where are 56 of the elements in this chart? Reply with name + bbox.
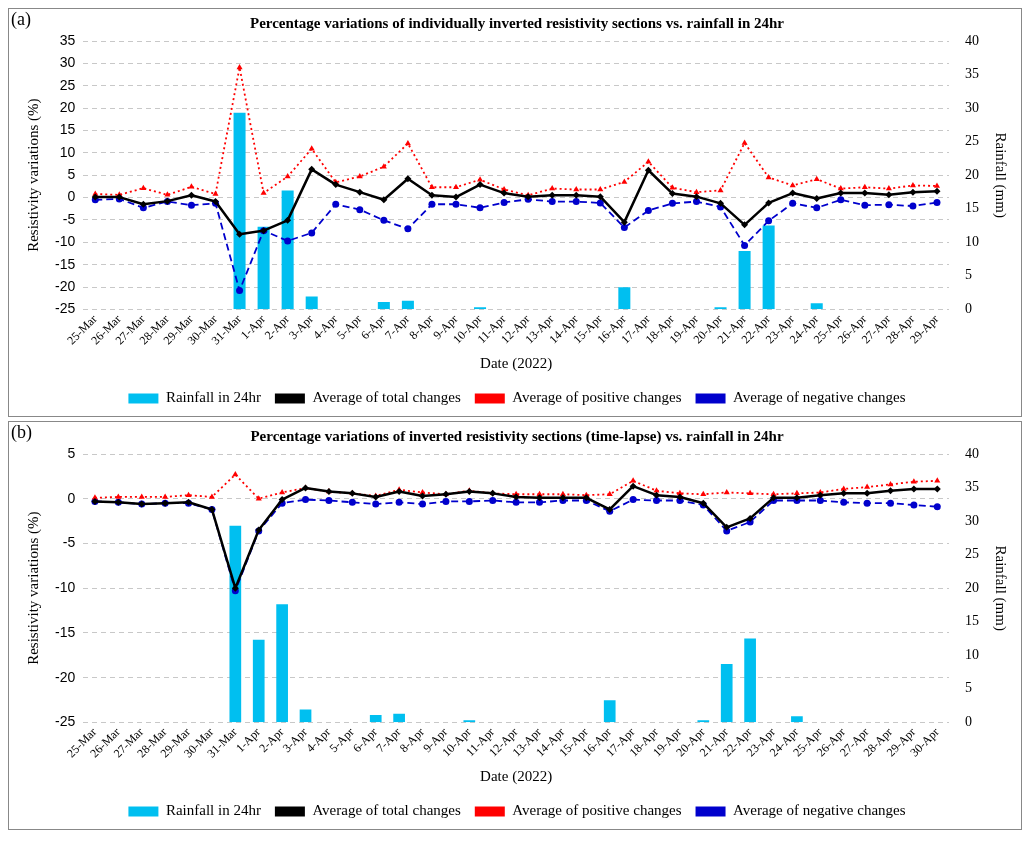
y-tick-label: -5 [62, 210, 76, 227]
legend-label: Rainfall in 24hr [165, 802, 261, 819]
legend-label: Rainfall in 24hr [165, 389, 261, 406]
chart-title: Percentage variations of inverted resistivity sections (time-lapse) vs. rainfall in 24hr [250, 427, 784, 445]
y2-tick-label: 15 [965, 613, 979, 629]
chart-title: Percentage variations of individually inverted resistivity sections vs. rainfall in 24hr [249, 14, 785, 31]
text: (a) [11, 8, 31, 30]
y2-tick-label: 25 [965, 546, 979, 562]
legend-label: Average of negative changes [733, 802, 906, 819]
y-tick-label: -15 [55, 623, 76, 640]
y2-tick-label: 30 [965, 512, 979, 528]
y-tick-label: -10 [55, 579, 76, 596]
y2-tick-label: 10 [965, 646, 979, 662]
y-tick-label: 15 [59, 121, 76, 138]
y-tick-label: 30 [59, 54, 76, 71]
y-tick-label: -15 [55, 255, 76, 272]
y-tick-label: -10 [55, 233, 76, 250]
y-tick-label: 35 [59, 31, 76, 48]
text: (b) [11, 421, 32, 443]
y-tick-label: 0 [67, 188, 76, 205]
x-axis-title: Date (2022) [480, 354, 553, 372]
legend-label: Average of total changes [312, 802, 461, 819]
y-tick-label: 25 [59, 76, 76, 93]
y-axis-title: Resistivity variations (%) [24, 98, 42, 252]
y2-axis-title: Rainfall (mm) [992, 132, 1010, 218]
y2-tick-label: 20 [965, 166, 979, 182]
legend-label: Average of total changes [312, 389, 461, 406]
y-tick-label: 5 [67, 444, 76, 461]
x-axis-title: Date (2022) [480, 767, 553, 785]
y-tick-label: -5 [62, 534, 76, 551]
y2-tick-label: 0 [965, 301, 972, 317]
y2-tick-label: 15 [965, 200, 979, 216]
y-tick-label: 20 [59, 98, 76, 115]
y-tick-label: 0 [67, 489, 76, 506]
legend-label: Average of positive changes [512, 389, 682, 406]
y-tick-label: -20 [55, 668, 76, 685]
y2-tick-label: 25 [965, 133, 979, 149]
legend-label: Average of negative changes [733, 389, 906, 406]
y-tick-label: 10 [59, 143, 76, 160]
y2-tick-label: 30 [965, 99, 979, 115]
y-axis-title: Resistivity variations (%) [24, 511, 42, 665]
y-tick-label: -20 [55, 277, 76, 294]
y2-tick-label: 35 [965, 479, 979, 495]
y2-tick-label: 10 [965, 233, 979, 249]
legend-label: Average of positive changes [512, 802, 682, 819]
y2-tick-label: 5 [965, 267, 972, 283]
y2-axis-title: Rainfall (mm) [992, 545, 1010, 631]
y2-tick-label: 0 [965, 714, 972, 730]
y2-tick-label: 40 [965, 445, 979, 461]
y2-tick-label: 5 [965, 680, 972, 696]
y-tick-label: -25 [55, 713, 76, 730]
y2-tick-label: 35 [965, 66, 979, 82]
y2-tick-label: 40 [965, 32, 979, 48]
y2-tick-label: 20 [965, 579, 979, 595]
y-tick-label: 5 [67, 166, 76, 183]
y-tick-label: -25 [55, 300, 76, 317]
